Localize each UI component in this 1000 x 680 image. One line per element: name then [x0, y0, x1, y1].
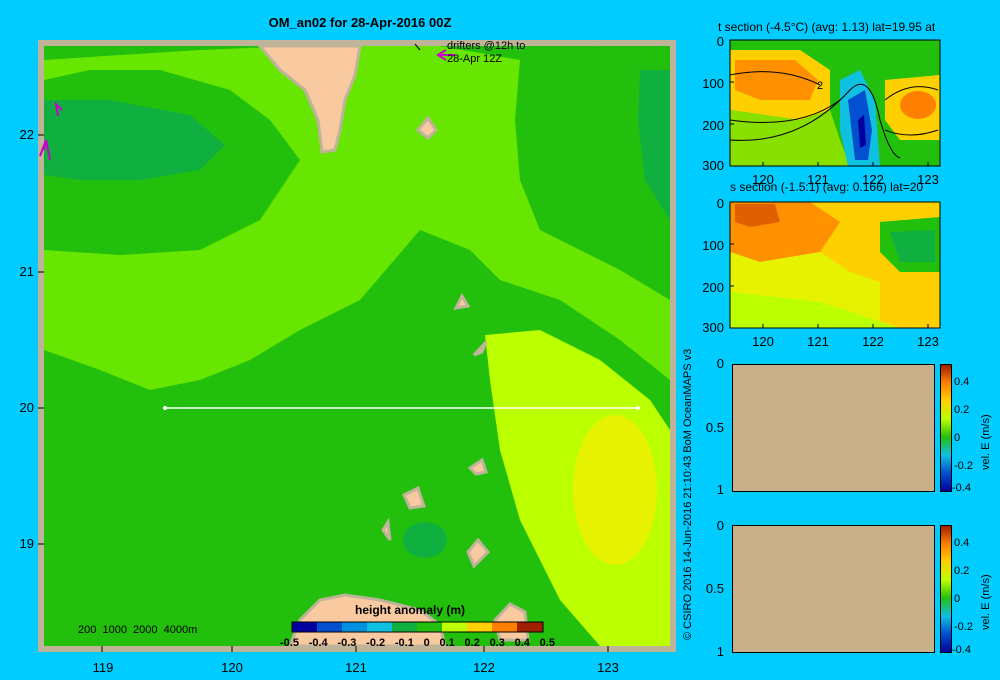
vel2-cbar-tick: 0.2	[954, 565, 970, 577]
cbar-tick: -0.2	[366, 637, 386, 649]
vel1-cbar-tick: 0	[954, 432, 961, 444]
vel1-colorbar	[940, 364, 952, 492]
s-x-tick-121: 121	[807, 334, 829, 349]
t-section-plot	[729, 39, 941, 167]
cbar-tick: 0	[423, 637, 430, 649]
t-y-tick-300: 300	[702, 158, 724, 173]
t-x-tick-120: 120	[752, 172, 774, 187]
vel2-cbar-tick-bottom: -0.4	[952, 644, 971, 656]
s-y-tick-300: 300	[702, 320, 724, 335]
map-y-tick-22: 22	[19, 127, 34, 142]
island-7	[466, 537, 491, 569]
island-6	[381, 517, 392, 541]
cbar-tick: -0.4	[308, 637, 328, 649]
anomaly-contour-lower	[44, 350, 480, 646]
vel2-cbar-tick: 0	[954, 593, 961, 605]
s-x-tick-123: 123	[917, 334, 939, 349]
s-x-tick-122: 122	[862, 334, 884, 349]
s-x-tick-120: 120	[752, 334, 774, 349]
island-3	[472, 340, 488, 357]
land-taiwan	[258, 46, 362, 154]
map-y-tick-20: 20	[19, 400, 34, 415]
island-1	[415, 115, 438, 141]
colorbar-tick-labels: -0.5 -0.4 -0.3 -0.2 -0.1 0 0.1 0.2 0.3 0…	[280, 637, 555, 649]
s-y-tick-100: 100	[702, 238, 724, 253]
t-x-tick-123: 123	[917, 172, 939, 187]
s-section-plot	[729, 201, 941, 329]
s-y-tick-0: 0	[716, 196, 724, 211]
anomaly-contour-patch	[403, 522, 447, 558]
map-x-ticks	[101, 646, 609, 652]
vel2-cbar-tick: 0.4	[954, 537, 970, 549]
drifter-arrow-1	[54, 101, 63, 117]
t-y-tick-0: 0	[716, 34, 724, 49]
map-x-tick-123: 123	[597, 660, 619, 675]
transect-end	[636, 406, 640, 410]
map-x-tick-122: 122	[473, 660, 495, 675]
vel2-y-tick-1: 1	[716, 644, 724, 659]
sea-level-map	[38, 40, 676, 652]
drifter-arrow-2	[39, 139, 51, 161]
cbar-tick: 0.5	[539, 637, 555, 649]
vel1-cbar-tick: 0.2	[954, 404, 970, 416]
t-contour-label: 2	[817, 80, 824, 92]
land-luzon	[288, 593, 447, 646]
map-x-tick-121: 121	[345, 660, 367, 675]
vel2-y-tick-05: 0.5	[705, 581, 724, 596]
t-y-tick-100: 100	[702, 76, 724, 91]
vel-panel-2	[732, 525, 935, 653]
colorbar-title: height anomaly (m)	[355, 603, 466, 617]
map-x-tick-119: 119	[92, 660, 114, 675]
cbar-tick: 0.3	[489, 637, 505, 649]
island-2	[453, 292, 471, 310]
drifters-label-line2: 28-Apr 12Z	[447, 53, 503, 65]
vel1-y-tick-0: 0	[716, 356, 724, 371]
t-x-tick-121: 121	[807, 172, 829, 187]
map-y-tick-21: 21	[19, 264, 34, 279]
island-4	[467, 457, 488, 476]
cbar-tick: -0.5	[280, 637, 299, 649]
vel1-cbar-label: vel. E (m/s)	[980, 414, 992, 470]
vel2-colorbar	[940, 525, 952, 653]
map-y-tick-19: 19	[19, 536, 34, 551]
anomaly-contour-right-teal	[638, 70, 670, 220]
t-x-tick-122: 122	[862, 172, 884, 187]
vel1-y-tick-1: 1	[716, 482, 724, 497]
anomaly-contour-right	[515, 46, 670, 300]
vel2-cbar-ticks: 0.4 0.2 0 -0.2	[954, 529, 973, 641]
island-5	[402, 485, 426, 510]
height-colorbar	[291, 621, 544, 633]
transect-start	[163, 406, 167, 410]
map-x-tick-120: 120	[221, 660, 243, 675]
vel2-cbar-tick: -0.2	[954, 621, 973, 633]
map-title: OM_an02 for 28-Apr-2016 00Z	[268, 15, 452, 30]
bathymetry-legend: 200 1000 2000 4000m	[78, 624, 198, 636]
vel1-cbar-tick: 0.4	[954, 376, 970, 388]
drifters-label-line1: drifters @12h to	[447, 40, 526, 52]
t-y-tick-200: 200	[702, 118, 724, 133]
cbar-tick: -0.3	[337, 637, 357, 649]
anomaly-contour-teal	[44, 100, 225, 180]
vel1-cbar-tick-bottom: -0.4	[952, 482, 971, 494]
anomaly-contour-yellow	[573, 415, 657, 565]
s-y-tick-200: 200	[702, 280, 724, 295]
map-y-ticks	[38, 134, 44, 545]
cbar-tick: 0.4	[514, 637, 530, 649]
vel1-y-tick-05: 0.5	[705, 420, 724, 435]
vel1-cbar-ticks: 0.4 0.2 0 -0.2	[954, 368, 973, 480]
t-section-title: t section (-4.5°C) (avg: 1.13) lat=19.95…	[718, 20, 936, 34]
vel1-cbar-tick: -0.2	[954, 460, 973, 472]
cbar-tick: 0.2	[464, 637, 480, 649]
s-section-title: s section (-1.5:1) (avg: 0.166) lat=20	[730, 180, 924, 194]
drifters-label: drifters @12h to 28-Apr 12Z	[447, 40, 525, 66]
vel2-y-tick-0: 0	[716, 518, 724, 533]
drifter-legend-arrow	[436, 49, 455, 61]
vel2-cbar-label: vel. E (m/s)	[980, 574, 992, 630]
vel-panel-1	[732, 364, 935, 492]
cbar-tick: 0.1	[439, 637, 455, 649]
cbar-tick: -0.1	[394, 637, 414, 649]
drifter-legend-tick	[414, 43, 421, 51]
